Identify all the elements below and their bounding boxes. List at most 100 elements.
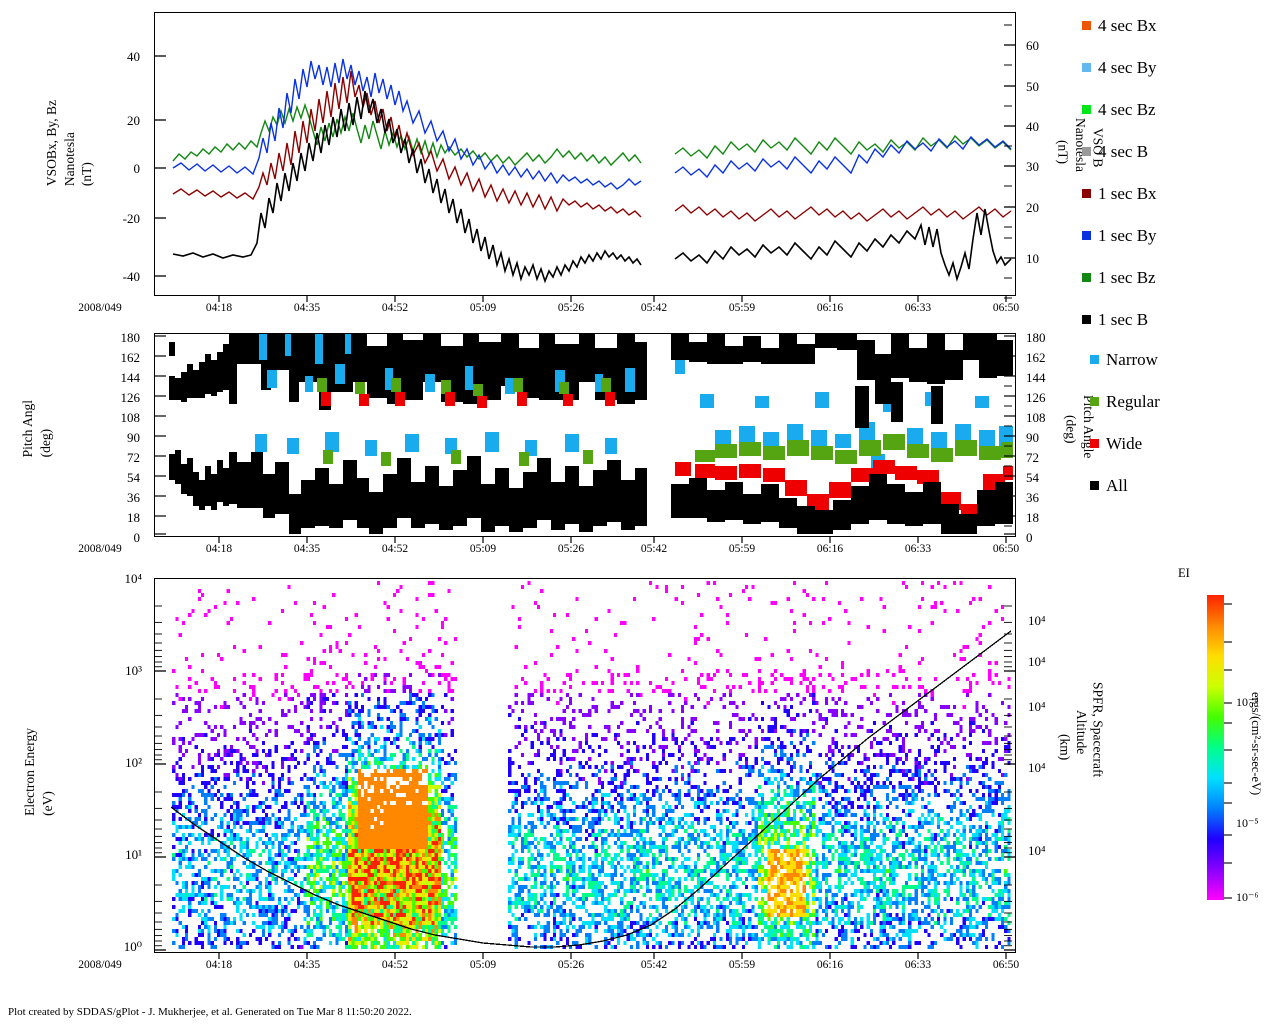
magnetic-field-traces (172, 58, 1012, 284)
tick-label: 0 (133, 161, 141, 176)
legend-item-4sec-bx[interactable]: 4 sec Bx (1082, 14, 1157, 36)
legend-label: Regular (1106, 391, 1160, 411)
tick-label: 162 (120, 350, 141, 365)
time-tick-marks (218, 953, 1007, 959)
tick-label: 10⁴ (1028, 699, 1046, 714)
tick-label: 144 (120, 370, 141, 385)
legend-swatch (1082, 188, 1091, 198)
time-tick-label: 04:52 (381, 302, 409, 314)
pitch-regular-green (317, 378, 1013, 466)
tick-label: 144 (1026, 370, 1046, 385)
tick-label: 30 (1026, 159, 1039, 174)
time-tick-label: 06:33 (904, 959, 932, 971)
axis-title-line: (deg) (1063, 415, 1079, 444)
tick-label: 126 (120, 390, 141, 405)
time-tick-label: 05:59 (728, 302, 756, 314)
time-tick-label: 04:18 (205, 959, 233, 971)
legend-swatch (1090, 354, 1099, 364)
time-tick-label: 05:26 (557, 302, 585, 314)
axis-title-line: (deg) (37, 428, 53, 458)
panel1-right-axis-title: (nT) Nanotesla VSO B (1055, 118, 1106, 172)
axis-title-line: VSOBx, By, Bz (44, 100, 59, 187)
panel3-right-ticks: 10⁴ 10⁴ 10⁴ 10⁴ 10⁴ (1022, 578, 1070, 953)
tick-label: 72 (1026, 450, 1039, 465)
time-tick-label: 06:33 (904, 302, 932, 314)
legend-label: 1 sec By (1098, 225, 1157, 245)
legend-swatch (1082, 20, 1091, 30)
tick-label: 180 (120, 330, 141, 345)
axis-title-line: Pitch Angl (20, 400, 35, 458)
legend-label: 1 sec Bx (1098, 183, 1157, 203)
legend-swatch (1090, 396, 1099, 406)
tick-label: 10⁴ (1028, 843, 1046, 858)
axis-title-line: Electron Energy (22, 728, 37, 816)
time-tick-label: 05:09 (469, 959, 497, 971)
tick-label: 10⁴ (124, 571, 142, 586)
legend-item-1sec-b[interactable]: 1 sec B (1082, 308, 1157, 330)
legend-item-1sec-bz[interactable]: 1 sec Bz (1082, 266, 1157, 288)
tick-label: 60 (1026, 38, 1039, 53)
date-label: 2008/049 (78, 959, 122, 971)
axis-title-line: Nanotesla (1073, 118, 1089, 172)
tick-label: 54 (127, 470, 140, 485)
time-tick-label: 05:26 (557, 959, 585, 971)
time-tick-label: 06:33 (904, 543, 932, 555)
panel-electron-spectrogram-plot (154, 578, 1016, 953)
legend-label: All (1106, 475, 1128, 495)
legend-item-all[interactable]: All (1090, 474, 1160, 496)
legend-item-4sec-by[interactable]: 4 sec By (1082, 56, 1157, 78)
tick-label: 90 (1026, 430, 1039, 445)
time-tick-label: 04:18 (205, 302, 233, 314)
tick-label: 126 (1026, 390, 1046, 405)
time-tick-label: 05:09 (469, 543, 497, 555)
tick-label: 0 (1026, 530, 1033, 545)
legend-label: 4 sec Bz (1098, 99, 1156, 119)
time-tick-label: 05:42 (640, 959, 668, 971)
time-tick-label: 05:59 (728, 959, 756, 971)
time-tick-label: 04:35 (293, 959, 321, 971)
time-tick-label: 06:16 (816, 543, 844, 555)
legend-item-1sec-by[interactable]: 1 sec By (1082, 224, 1157, 246)
axis-title-line: VSO B (1090, 128, 1106, 168)
axis-title-line: Altitude (1074, 710, 1090, 755)
time-tick-label: 06:50 (992, 959, 1020, 971)
panel3-left-ticks: 10⁴ 10³ 10² 10¹ 10⁰ (104, 572, 148, 954)
pitch-all-black-right (671, 334, 1013, 534)
time-tick-label: 04:52 (381, 543, 409, 555)
legend-item-1sec-bx[interactable]: 1 sec Bx (1082, 182, 1157, 204)
tick-label: 108 (120, 410, 141, 425)
tick-label: 108 (1026, 410, 1046, 425)
tick-label: -20 (122, 211, 140, 226)
legend-swatch (1082, 230, 1091, 240)
legend-label: 4 sec Bx (1098, 15, 1157, 35)
tick-label: 10⁴ (1028, 613, 1046, 628)
tick-label: 10⁰ (123, 939, 142, 954)
time-tick-label: 05:09 (469, 302, 497, 314)
panel2-left-ticks: 180 162 144 126 108 90 72 54 36 18 0 (100, 330, 146, 544)
tick-label: 90 (127, 430, 140, 445)
legend-item-narrow[interactable]: Narrow (1090, 348, 1160, 370)
legend-label: 1 sec B (1098, 309, 1149, 329)
spacecraft-altitude-trace (170, 630, 1012, 948)
legend-item-wide[interactable]: Wide (1090, 432, 1160, 454)
time-tick-label: 05:59 (728, 543, 756, 555)
tick-label: 0 (133, 530, 141, 545)
legend-label: Wide (1106, 433, 1143, 453)
axis-title-line: (km) (1057, 734, 1073, 761)
time-tick-label: 05:42 (640, 543, 668, 555)
colorbar-tick-label: 10⁻⁴ (1236, 695, 1259, 709)
legend-item-regular[interactable]: Regular (1090, 390, 1160, 412)
tick-label: 10³ (125, 663, 142, 678)
electron-energy-spectrogram (170, 581, 1012, 949)
tick-label: 36 (127, 490, 140, 505)
time-tick-label: 04:52 (381, 959, 409, 971)
axis-title-line: (nT) (79, 162, 95, 187)
panel3-left-axis-title: Electron Energy (eV) (22, 728, 55, 816)
panel2-right-ticks: 180 162 144 126 108 90 72 54 36 18 0 (1022, 331, 1066, 544)
legend-item-4sec-b[interactable]: 4 sec B (1082, 140, 1157, 162)
legend-swatch (1082, 104, 1091, 114)
spectrogram-pixels (172, 581, 1011, 949)
time-tick-label: 06:50 (992, 302, 1020, 314)
legend-swatch (1082, 62, 1091, 72)
legend-item-4sec-bz[interactable]: 4 sec Bz (1082, 98, 1157, 120)
